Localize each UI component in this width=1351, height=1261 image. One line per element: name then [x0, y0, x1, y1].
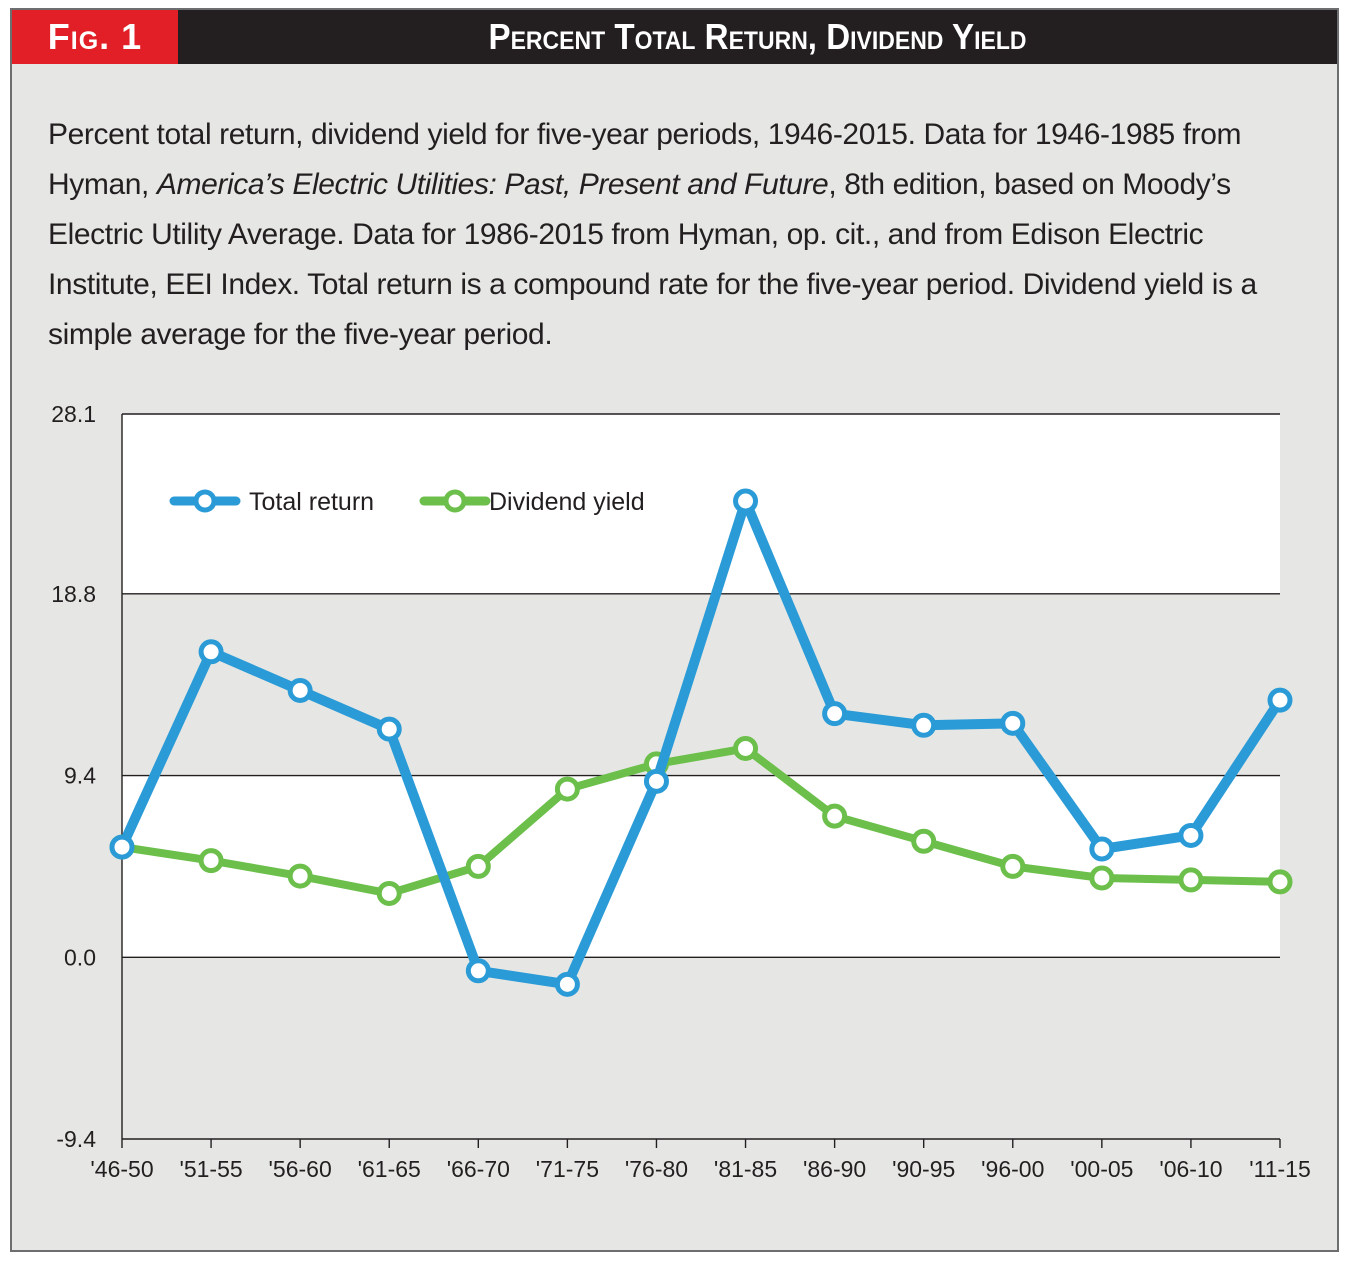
y-tick-label: 28.1 [51, 401, 96, 427]
dividend-yield-point [911, 828, 937, 854]
x-tick-label: '00-05 [1070, 1156, 1133, 1182]
plot-band [122, 414, 1280, 594]
x-tick-label: '66-70 [447, 1156, 510, 1182]
y-tick-label: 18.8 [51, 581, 96, 607]
figure-caption: Percent total return, dividend yield for… [48, 110, 1318, 360]
total-return-point [287, 677, 313, 703]
dividend-yield-point [198, 848, 224, 874]
dividend-yield-point [465, 853, 491, 879]
dividend-yield-point [1267, 869, 1293, 895]
dividend-yield-point [287, 863, 313, 889]
dividend-yield-point [554, 776, 580, 802]
total-return-point [376, 716, 402, 742]
total-return-point [554, 971, 580, 997]
total-return-point [911, 712, 937, 738]
legend-total-return-label: Total return [249, 488, 374, 516]
x-tick-label: '96-00 [981, 1156, 1044, 1182]
total-return-point [465, 958, 491, 984]
x-tick-label: '46-50 [90, 1156, 153, 1182]
legend-dividend-yield-marker [443, 489, 467, 513]
dividend-yield-point [1089, 865, 1115, 891]
dividend-yield-point [1000, 853, 1026, 879]
y-tick-label: 9.4 [64, 763, 96, 789]
dividend-yield-point [822, 803, 848, 829]
legend-dividend-yield-label: Dividend yield [489, 488, 645, 516]
dividend-yield-point [733, 735, 759, 761]
total-return-line [117, 496, 1285, 990]
x-tick-label: '86-90 [803, 1156, 866, 1182]
plot-band [122, 593, 1280, 776]
y-tick-label: -9.4 [56, 1126, 96, 1152]
total-return-point [1000, 710, 1026, 736]
plot-band [122, 957, 1280, 1139]
dividend-yield-point [1178, 867, 1204, 893]
caption-text-2: , 8th edition, based on Moody’s Electric… [48, 168, 1257, 351]
x-tick-label: '61-65 [358, 1156, 421, 1182]
legend-total-return-marker [193, 489, 217, 513]
x-tick-label: '81-85 [714, 1156, 777, 1182]
dividend-yield-point [376, 880, 402, 906]
total-return-point [1089, 836, 1115, 862]
y-tick-label: 0.0 [64, 944, 96, 970]
x-tick-label: '11-15 [1249, 1156, 1311, 1182]
total-return-point [109, 834, 135, 860]
total-return-point [822, 701, 848, 727]
figure-header: Fig. 1 Percent Total Return, Dividend Yi… [12, 10, 1337, 64]
total-return-point [1267, 687, 1293, 713]
total-return-point [198, 639, 224, 665]
x-tick-label: '90-95 [892, 1156, 955, 1182]
x-tick-label: '56-60 [269, 1156, 332, 1182]
x-tick-label: '06-10 [1159, 1156, 1222, 1182]
figure-number: Fig. 1 [12, 10, 178, 64]
total-return-point [733, 488, 759, 514]
total-return-point [643, 768, 669, 794]
total-return-point [1178, 822, 1204, 848]
x-tick-label: '76-80 [625, 1156, 688, 1182]
x-tick-label: '51-55 [179, 1156, 242, 1182]
plot-band [122, 775, 1280, 958]
caption-book-title: America’s Electric Utilities: Past, Pres… [156, 168, 829, 201]
figure-title: Percent Total Return, Dividend Yield [488, 16, 1027, 57]
x-tick-label: '71-75 [536, 1156, 599, 1182]
caption-text-1: Percent total return, dividend yield for… [48, 118, 1242, 201]
dividend-yield-line [118, 744, 1284, 898]
